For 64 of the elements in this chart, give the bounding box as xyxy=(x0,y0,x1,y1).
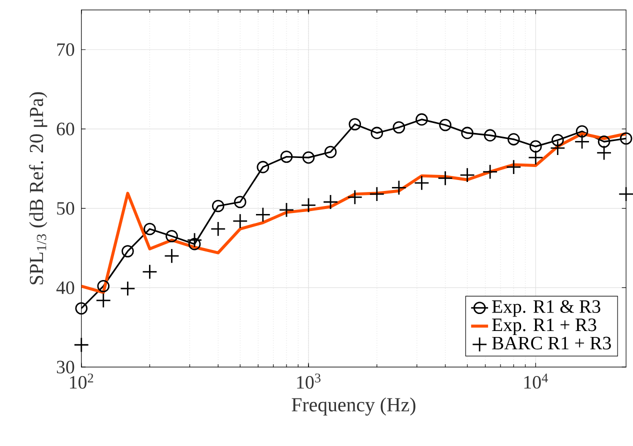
point xyxy=(370,126,384,139)
y-tick-label: 40 xyxy=(56,281,74,294)
point xyxy=(232,213,248,228)
point xyxy=(596,144,612,160)
point xyxy=(484,128,496,142)
point xyxy=(506,159,522,174)
x-tick-label: 10$^{4}$ xyxy=(524,373,548,388)
point xyxy=(576,124,588,138)
line-series xyxy=(81,132,626,294)
point xyxy=(188,238,201,250)
point xyxy=(302,151,315,164)
point xyxy=(552,134,564,146)
legend-label: Exp. R1 & R3 xyxy=(492,300,600,316)
point xyxy=(186,232,202,248)
point xyxy=(234,196,246,208)
point xyxy=(618,186,633,202)
point xyxy=(620,132,632,144)
point xyxy=(300,197,316,213)
point xyxy=(528,150,544,165)
point xyxy=(322,194,338,210)
point xyxy=(574,134,590,150)
point xyxy=(530,140,542,152)
legend-label: BARC R1 + R3 xyxy=(492,336,611,350)
point xyxy=(74,337,90,352)
point xyxy=(392,121,406,134)
point xyxy=(256,160,270,173)
point xyxy=(348,118,362,130)
point xyxy=(212,200,224,212)
x-tick-label: 10$^{3}$ xyxy=(297,373,320,388)
point xyxy=(144,222,156,235)
point xyxy=(97,280,110,292)
point xyxy=(369,186,385,202)
x-axis-title: Frequency (Hz) xyxy=(292,397,416,416)
point xyxy=(460,167,475,182)
point xyxy=(255,206,271,222)
point xyxy=(391,180,407,196)
point xyxy=(414,175,430,190)
point xyxy=(210,221,226,236)
legend-label: Exp. R1 + R3 xyxy=(492,318,596,335)
y-tick-label: 50 xyxy=(57,202,74,214)
point xyxy=(278,202,294,218)
y-tick-label: 60 xyxy=(56,122,74,136)
y-tick-label: 70 xyxy=(57,43,74,56)
point xyxy=(164,248,180,264)
point xyxy=(461,126,474,139)
point xyxy=(482,164,498,180)
point xyxy=(280,150,293,163)
point xyxy=(122,244,134,258)
point xyxy=(508,132,520,146)
point xyxy=(439,118,452,131)
y-axis-title: SPL$_{1/3}$ (dB Ref. 20 μPa) xyxy=(29,92,48,284)
point xyxy=(550,140,566,156)
y-tick-label: 30 xyxy=(56,360,74,374)
point xyxy=(416,113,428,126)
point xyxy=(96,292,112,308)
point xyxy=(75,302,88,314)
point xyxy=(438,170,453,186)
point xyxy=(598,135,610,148)
point xyxy=(166,230,178,242)
point xyxy=(120,280,136,296)
point xyxy=(142,264,158,280)
point xyxy=(347,189,363,205)
point xyxy=(324,146,337,158)
x-tick-label: 10$^{2}$ xyxy=(70,373,94,388)
